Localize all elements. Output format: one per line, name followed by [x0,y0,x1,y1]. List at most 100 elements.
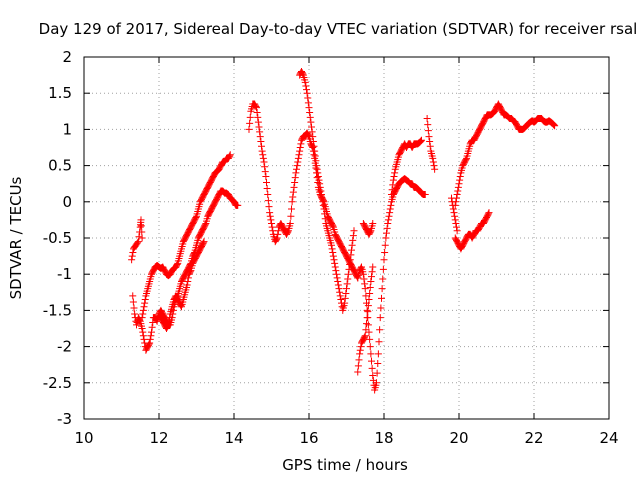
data-point [357,343,365,351]
data-point [362,326,370,334]
data-point [131,310,139,318]
data-point [426,137,434,145]
data-point [129,292,137,300]
data-point [367,277,375,285]
y-tick-label: -2.5 [43,374,72,392]
data-point [146,335,154,343]
data-point [378,285,386,293]
data-point [379,275,387,283]
x-axis-label: GPS time / hours [282,456,408,474]
data-point [364,302,372,310]
data-point [373,369,381,377]
data-point [349,232,357,240]
data-point [376,326,384,334]
data-point [343,285,350,293]
data-point [305,104,313,112]
data-point [354,368,362,376]
data-point [361,285,369,293]
data-point [297,140,305,148]
x-tick-label: 24 [599,429,618,447]
chart-title: Day 129 of 2017, Sidereal Day-to-day VTE… [39,20,638,38]
data-point [311,159,319,167]
data-point [293,162,301,170]
data-point [295,151,303,159]
data-point [424,127,432,135]
data-point [253,109,261,117]
data-point [134,239,141,247]
data-point [363,320,370,328]
data-point [426,142,434,150]
data-point [378,294,385,302]
data-points [128,67,559,394]
data-point [314,178,322,186]
data-point [386,205,394,213]
data-point [374,350,382,358]
data-point [257,137,265,145]
data-point [450,209,458,217]
x-tick-label: 16 [299,429,318,447]
data-point [308,142,316,150]
data-point [268,223,276,231]
data-point [234,201,242,209]
data-point [385,212,393,220]
data-point [361,332,369,340]
data-point [377,304,385,312]
data-point [449,205,457,213]
x-tick-label: 10 [74,429,93,447]
data-point [384,220,392,228]
series-s11 [388,136,425,199]
data-point [128,256,136,264]
data-point [383,229,390,237]
data-point [291,174,299,182]
data-point [388,191,395,199]
data-point [381,248,389,256]
data-point [333,270,340,278]
data-point [268,220,275,228]
data-point [366,335,374,343]
data-point [366,343,374,351]
data-point [453,227,461,235]
data-point [147,332,155,340]
data-point [287,212,295,220]
data-point [184,277,192,285]
data-point [360,275,368,283]
x-tick-label: 22 [524,429,543,447]
data-point [138,314,146,322]
data-point [366,283,374,291]
data-point [349,236,357,244]
data-point [454,187,462,195]
data-point [369,263,377,271]
data-point [258,147,266,155]
data-point [183,281,191,289]
data-point [329,252,337,260]
data-point [192,213,200,221]
data-point [312,164,320,172]
data-point [254,113,262,121]
series-s8 [354,175,429,394]
data-point [341,294,349,302]
data-point [365,296,373,304]
data-point [308,128,316,136]
data-point [256,128,264,136]
series-s9 [354,263,377,376]
data-point [303,86,310,94]
data-point [288,198,296,206]
data-point [254,118,262,126]
data-point [263,185,271,193]
data-point [355,356,363,364]
data-point [258,142,265,150]
data-point [137,216,145,224]
data-point [173,261,181,269]
data-point [337,296,345,304]
data-point [139,332,147,340]
data-point [309,144,317,151]
data-point [429,158,437,166]
data-point [330,256,338,264]
data-point [550,121,558,129]
data-point [431,165,439,173]
data-point [342,290,350,298]
data-point [336,288,344,296]
